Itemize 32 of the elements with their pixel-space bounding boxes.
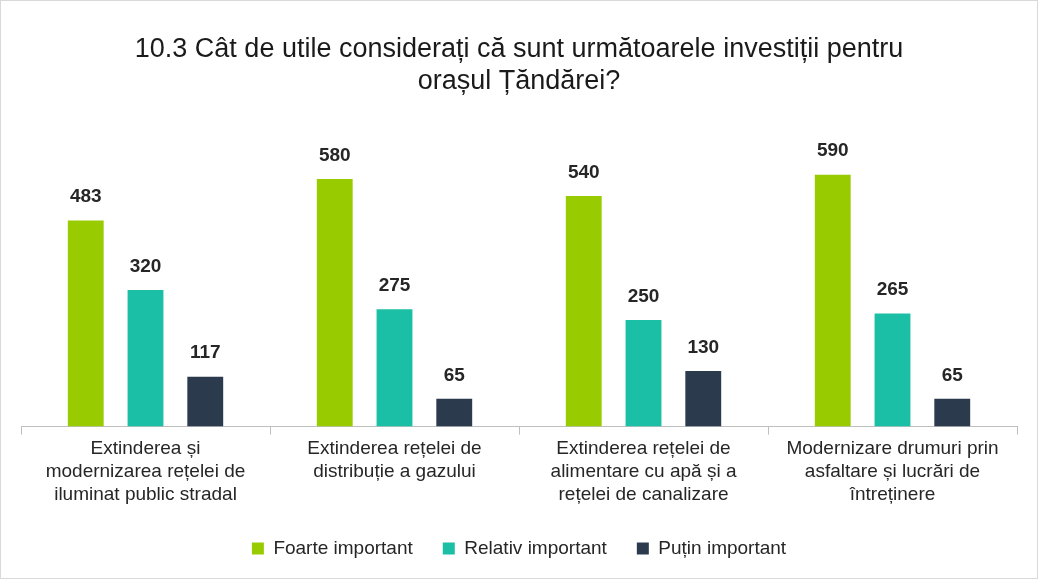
data-label: 580 — [318, 143, 351, 165]
data-label: 275 — [378, 273, 411, 295]
bar — [436, 398, 473, 427]
bar — [67, 220, 104, 427]
bar — [187, 376, 224, 427]
x-tick-label: Modernizare drumuri prin asfaltare și lucrări de întreținere — [786, 437, 999, 504]
bar — [625, 319, 662, 427]
bar — [127, 290, 164, 427]
data-label: 65 — [941, 363, 964, 385]
bar — [565, 196, 602, 427]
data-label: 130 — [687, 335, 720, 357]
legend-label: Foarte important — [273, 536, 414, 558]
data-label: 250 — [627, 284, 660, 306]
bar — [376, 309, 413, 427]
data-label: 265 — [876, 278, 909, 300]
legend-label: Relativ important — [464, 536, 608, 558]
data-label: 320 — [129, 254, 162, 276]
data-label: 65 — [443, 363, 466, 385]
bar — [874, 313, 911, 427]
bar — [685, 371, 722, 427]
x-tick-label: Extinderea rețelei de distribuție a gazului — [307, 437, 482, 482]
data-label: 540 — [567, 160, 600, 182]
chart-title: 10.3 Cât de utile considerați că sunt următoarele investiții pentru orașul Țăndărei? — [134, 32, 904, 96]
x-tick-label: Extinderea rețelei de alimentare cu apă și a rețelei de canalizare — [550, 437, 737, 504]
x-tick-label: Extinderea și modernizarea rețelei de iluminat public stradal — [45, 437, 246, 504]
bar — [934, 398, 971, 427]
bar — [814, 174, 851, 427]
data-label: 590 — [816, 139, 849, 161]
data-label: 483 — [69, 185, 102, 207]
bar — [316, 179, 353, 427]
legend-label: Puțin important — [658, 536, 787, 558]
data-label: 117 — [189, 341, 221, 363]
